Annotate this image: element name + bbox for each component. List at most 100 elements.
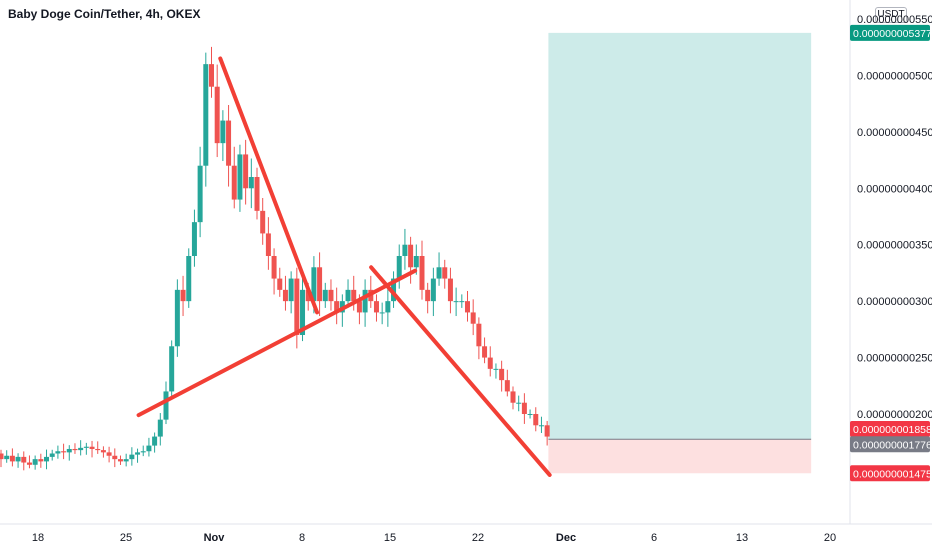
candle-body bbox=[476, 323, 482, 347]
candle-body bbox=[106, 452, 112, 456]
trendline-3[interactable] bbox=[369, 265, 552, 477]
candle-body bbox=[317, 267, 323, 302]
price-tick-label: 0.000000002500 bbox=[857, 353, 932, 365]
candle-body bbox=[538, 425, 544, 427]
candle-body bbox=[442, 267, 448, 279]
candle-body bbox=[271, 256, 277, 279]
candle-body bbox=[83, 446, 89, 448]
candle-body bbox=[254, 177, 260, 211]
entry-price-label: 0.000000001776 bbox=[853, 439, 932, 451]
candle-body bbox=[243, 154, 249, 189]
candle-body bbox=[391, 278, 397, 302]
candle-body bbox=[277, 278, 283, 290]
price-tick-label: 0.000000004000 bbox=[857, 183, 932, 195]
candle-body bbox=[21, 456, 27, 463]
target-price-label: 0.000000005377 bbox=[853, 28, 932, 40]
candle-body bbox=[157, 419, 163, 437]
candle-body bbox=[356, 301, 362, 313]
candle-body bbox=[66, 448, 72, 453]
candle-body bbox=[413, 256, 419, 268]
price-tick-label: 0.000000005500 bbox=[857, 14, 932, 26]
candle-body bbox=[231, 165, 237, 200]
candle-body bbox=[140, 451, 146, 453]
candle-body bbox=[226, 120, 232, 166]
candle-body bbox=[44, 456, 50, 462]
time-axis: 18 25 Nov 8 15 22 Dec 6 13 20 bbox=[32, 532, 836, 544]
candle-body bbox=[544, 425, 550, 437]
candle-body bbox=[9, 455, 15, 462]
candle-body bbox=[95, 448, 101, 451]
price-tick-label: 0.000000005000 bbox=[857, 70, 932, 82]
trendline-2[interactable] bbox=[136, 268, 418, 418]
candle-body bbox=[72, 448, 78, 451]
candle-body bbox=[396, 256, 402, 279]
candle-body bbox=[0, 453, 4, 460]
candle-body bbox=[453, 301, 459, 303]
candle-body bbox=[527, 414, 533, 415]
candle-body bbox=[305, 289, 311, 302]
time-tick-label: 22 bbox=[472, 532, 484, 544]
candle-body bbox=[203, 64, 209, 166]
candle-body bbox=[464, 301, 470, 313]
candle-body bbox=[186, 256, 192, 302]
candle-body bbox=[163, 391, 169, 420]
target-zone[interactable] bbox=[548, 32, 812, 440]
time-tick-label: 8 bbox=[299, 532, 305, 544]
trendline-1[interactable] bbox=[218, 56, 320, 315]
candle-body bbox=[345, 289, 351, 302]
candle-body bbox=[447, 278, 453, 302]
candle-body bbox=[117, 459, 123, 462]
position-zones bbox=[548, 32, 812, 474]
price-axis: 0.000000002000 0.000000002500 0.0000000030… bbox=[857, 14, 932, 421]
candle-body bbox=[248, 177, 254, 189]
candle-body bbox=[322, 289, 328, 302]
candle-body bbox=[510, 391, 516, 403]
candlestick-series bbox=[0, 46, 550, 471]
candle-body bbox=[191, 222, 197, 256]
candle-body bbox=[300, 289, 306, 335]
candle-body bbox=[436, 267, 442, 279]
candle-body bbox=[26, 462, 32, 465]
time-tick-label: 6 bbox=[651, 532, 657, 544]
time-tick-label: 25 bbox=[120, 532, 132, 544]
candle-body bbox=[402, 244, 408, 256]
candle-body bbox=[470, 312, 476, 324]
candle-body bbox=[129, 454, 135, 460]
price-tick-label: 0.000000003500 bbox=[857, 240, 932, 252]
candle-body bbox=[379, 312, 385, 314]
candle-body bbox=[38, 459, 44, 462]
time-tick-label: 20 bbox=[824, 532, 836, 544]
price-tick-label: 0.000000003000 bbox=[857, 296, 932, 308]
candle-body bbox=[362, 289, 368, 313]
candle-body bbox=[237, 154, 243, 200]
candle-body bbox=[4, 455, 10, 460]
candle-body bbox=[459, 301, 465, 303]
time-tick-label: 15 bbox=[384, 532, 396, 544]
candle-body bbox=[419, 256, 425, 290]
stop-zone[interactable] bbox=[548, 439, 812, 474]
price-tick-label: 0.000000004500 bbox=[857, 127, 932, 139]
current-price-label: 0.000000001858 bbox=[853, 424, 932, 436]
candle-body bbox=[265, 233, 271, 256]
candle-body bbox=[430, 278, 436, 302]
candle-body bbox=[180, 289, 186, 302]
candle-body bbox=[135, 452, 141, 455]
candle-body bbox=[311, 267, 317, 302]
time-tick-label: Dec bbox=[556, 532, 576, 544]
candle-body bbox=[61, 451, 67, 453]
candle-body bbox=[32, 459, 38, 465]
candle-body bbox=[385, 301, 391, 313]
trendlines bbox=[136, 56, 552, 477]
candle-body bbox=[493, 368, 499, 370]
entry-price-tag bbox=[850, 436, 930, 453]
candle-body bbox=[482, 346, 488, 358]
time-tick-label: Nov bbox=[204, 532, 226, 544]
currency-unit-button[interactable]: USDT bbox=[875, 7, 907, 23]
candle-body bbox=[152, 436, 158, 446]
candle-body bbox=[123, 459, 129, 462]
candle-body bbox=[49, 453, 55, 457]
candle-body bbox=[146, 445, 152, 452]
candle-body bbox=[220, 120, 226, 144]
current-price-tag bbox=[850, 421, 930, 438]
